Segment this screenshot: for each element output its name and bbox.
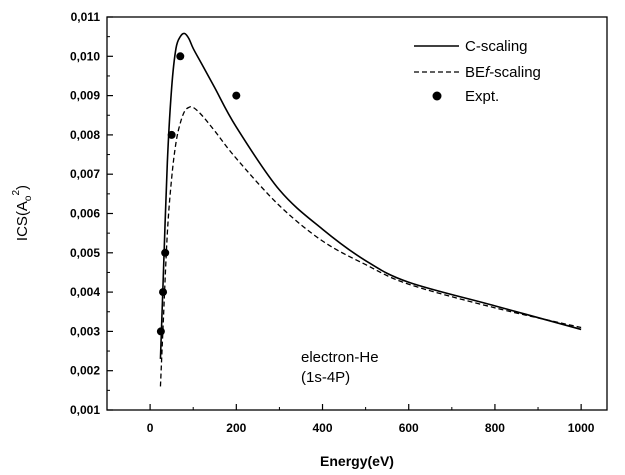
y-tick-label: 0,006 (70, 207, 100, 221)
y-tick-label: 0,005 (70, 246, 100, 260)
series-expt-points (156, 52, 241, 336)
axis-tick-labels: 0 200 400 600 800 1000 0,001 0,002 0,003 0,004 0,0… (70, 10, 595, 435)
x-tick-label: 200 (226, 421, 246, 435)
y-tick-label: 0,003 (70, 324, 100, 338)
y-tick-label: 0,007 (70, 167, 100, 181)
annotation-line-1: electron-He (301, 349, 379, 366)
y-tick-label: 0,001 (70, 403, 100, 417)
legend: C-scaling BEf-scaling Expt. (414, 38, 541, 105)
x-tick-label: 400 (313, 421, 333, 435)
x-tick-label: 600 (399, 421, 419, 435)
series-bef-scaling-line (159, 105, 582, 387)
expt-point (167, 130, 176, 139)
y-tick-label: 0,011 (71, 10, 101, 24)
expt-point (232, 91, 241, 100)
axis-ticks (106, 16, 582, 411)
x-axis-title: Energy(eV) (320, 453, 394, 469)
y-tick-label: 0,008 (70, 128, 100, 142)
legend-label-expt: Expt. (465, 88, 499, 105)
expt-point (159, 288, 168, 297)
expt-point (156, 327, 165, 336)
y-tick-label: 0,002 (70, 364, 100, 378)
annotation-line-2: (1s-4P) (301, 369, 350, 386)
y-axis-title: ICS(Ao2) (11, 185, 34, 241)
y-tick-label: 0,010 (70, 49, 100, 63)
y-tick-label: 0,004 (70, 285, 100, 299)
y-tick-label: 0,009 (70, 89, 100, 103)
legend-label-c-scaling: C-scaling (465, 38, 528, 55)
legend-label-bef-scaling: BEf-scaling (465, 64, 541, 81)
legend-marker-expt (432, 91, 442, 101)
series-c-scaling-line (159, 32, 582, 359)
expt-point (161, 248, 170, 257)
x-tick-label: 1000 (568, 421, 595, 435)
x-tick-label: 800 (485, 421, 505, 435)
x-tick-label: 0 (147, 421, 154, 435)
expt-point (176, 52, 185, 61)
